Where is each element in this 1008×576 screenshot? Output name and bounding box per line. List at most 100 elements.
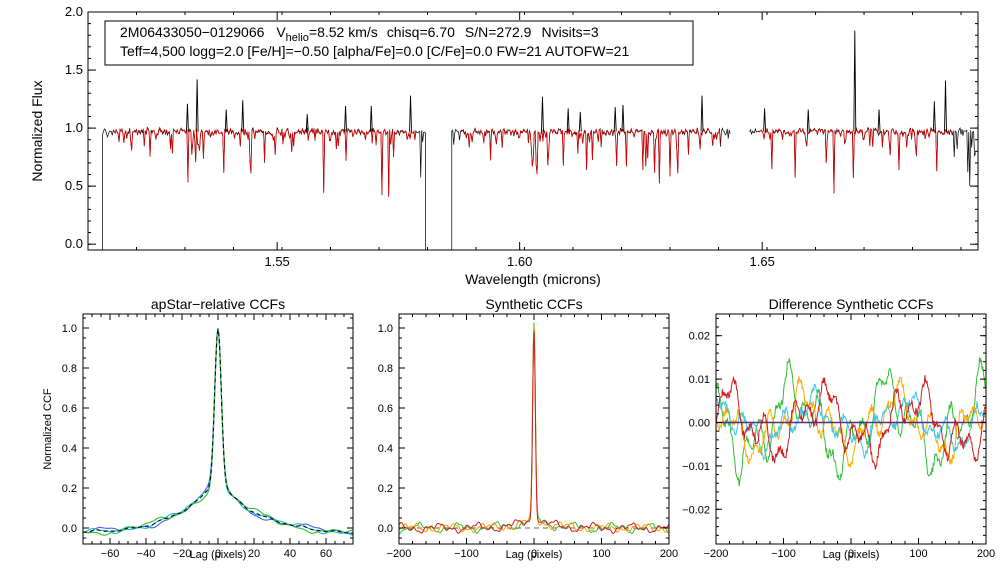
emission-spike	[877, 109, 881, 132]
x-tick-label: −100	[771, 548, 796, 560]
apstar-ccf-line-visit-1	[82, 327, 354, 535]
x-tick-label: −100	[454, 548, 479, 560]
emission-spike	[541, 96, 544, 132]
apstar-ccf-mean-line	[82, 329, 354, 534]
synthetic-ccf-line-visit-2	[398, 326, 670, 534]
spectrum-panel: 1.55 1.60 1.65 0.0 0.5 1.0 1.5 2.0 Wavelength (…	[29, 4, 979, 287]
emission-spike	[621, 104, 625, 132]
apstar-ccf-ticks: −60 −40 −20 0 20 40 60 0.0 0.2 0.4 0.6 0.8 1.0	[62, 314, 354, 560]
y-tick-label: 0.5	[65, 178, 83, 193]
apstar-ccf-ylabel: Normalized CCF	[42, 388, 54, 470]
y-tick-label: 0.2	[62, 483, 77, 495]
chisq: chisq=6.70	[387, 24, 455, 40]
y-tick-label: 0.0	[62, 523, 77, 535]
emission-spike	[195, 79, 199, 132]
y-tick-label: 0.0	[378, 523, 393, 535]
x-tick-label: 0	[848, 548, 854, 560]
emission-spike	[224, 109, 228, 132]
y-tick-label: 0.02	[689, 331, 710, 343]
y-tick-label: −0.01	[682, 461, 710, 473]
synthetic-spectrum-line	[461, 128, 721, 183]
apstar-ccf-plot-area	[82, 327, 354, 536]
nvisits: Nvisits=3	[541, 24, 598, 40]
y-tick-label: −0.02	[682, 504, 710, 516]
apstar-ccf-frame	[82, 313, 354, 545]
x-tick-label: −200	[704, 548, 729, 560]
y-tick-label: 1.0	[65, 120, 83, 135]
emission-spike	[566, 108, 570, 132]
apstar-ccf-line-visit-3	[82, 329, 354, 536]
difference-ccf-title: Difference Synthetic CCFs	[769, 296, 934, 312]
y-tick-label: 0.00	[689, 417, 710, 429]
spectrum-xlabel: Wavelength (microns)	[465, 271, 601, 287]
y-tick-label: 0.8	[378, 363, 393, 375]
x-tick-label: −60	[101, 548, 120, 560]
spectrum-info-box: 2M06433050−0129066 Vhelio=8.52 km/s chisq…	[104, 20, 694, 66]
difference-ccf-panel: Difference Synthetic CCFs −200 −100 0 100 20…	[682, 296, 995, 561]
difference-ccf-xlabel: Lag (pixels)	[823, 549, 880, 561]
y-tick-label: 0.0	[65, 236, 83, 251]
difference-ccf-line-visit-4	[715, 375, 987, 470]
info-line-1: 2M06433050−0129066 Vhelio=8.52 km/s chisq…	[120, 24, 599, 44]
synthetic-ccf-frame	[398, 313, 670, 545]
x-tick-label: 200	[977, 548, 995, 560]
apstar-ccf-xlabel: Lag (pixels)	[190, 549, 247, 561]
vhelio-label: V	[276, 24, 286, 40]
info-box-frame	[104, 20, 694, 66]
emission-spike	[613, 107, 617, 132]
y-tick-label: 0.4	[378, 443, 393, 455]
synthetic-spectrum-line	[112, 127, 416, 197]
synthetic-ccf-line-visit-1	[398, 322, 670, 535]
emission-spike	[944, 80, 947, 132]
apstar-ccf-panel: apStar−relative CCFs −60 −40 −20 0 20 40 60 0.0…	[42, 296, 354, 561]
emission-spike	[241, 100, 245, 132]
synthetic-ccf-line-visit-3	[398, 331, 670, 535]
y-tick-label: 1.5	[65, 62, 83, 77]
emission-spike	[369, 106, 373, 132]
y-tick-label: 0.6	[378, 403, 393, 415]
x-tick-label: 100	[909, 548, 927, 560]
emission-spike	[344, 106, 347, 132]
spectrum-frame	[87, 11, 979, 251]
emission-spike	[700, 95, 704, 132]
spectrum-ticks: 1.55 1.60 1.65 0.0 0.5 1.0 1.5 2.0	[65, 4, 978, 269]
emission-spike	[763, 108, 767, 132]
emission-spike	[578, 111, 582, 132]
apstar-ccf-line-visit-2	[82, 330, 354, 536]
y-tick-label: 0.01	[689, 374, 710, 386]
emission-spike	[932, 101, 936, 132]
observed-spectrum-line	[749, 126, 976, 194]
x-tick-label: 1.60	[507, 254, 532, 269]
emission-spike	[409, 95, 412, 132]
emission-spike	[806, 109, 810, 132]
info-line-2: Teff=4,500 logg=2.0 [Fe/H]=−0.50 [alpha/…	[120, 43, 629, 59]
x-tick-label: −40	[137, 548, 156, 560]
x-tick-label: 40	[284, 548, 296, 560]
y-tick-label: 0.6	[62, 403, 77, 415]
snr: S/N=272.9	[465, 24, 532, 40]
emission-spike	[305, 114, 309, 132]
difference-ccf-ticks: −200 −100 0 100 200 −0.02 −0.01 0.00 0.01 0.02	[682, 314, 995, 560]
synthetic-spectrum-line	[758, 128, 953, 194]
y-tick-label: 0.2	[378, 483, 393, 495]
spectrum-plot-area	[102, 30, 976, 250]
apstar-ccf-title: apStar−relative CCFs	[151, 296, 285, 312]
x-tick-label: 0	[215, 548, 221, 560]
vhelio-value: =8.52 km/s	[309, 24, 378, 40]
y-tick-label: 1.0	[62, 323, 77, 335]
emission-spike	[853, 30, 857, 132]
y-tick-label: 1.0	[378, 323, 393, 335]
x-tick-label: 200	[660, 548, 678, 560]
synthetic-ccf-title: Synthetic CCFs	[485, 296, 582, 312]
y-tick-label: 2.0	[65, 4, 83, 19]
x-tick-label: 60	[320, 548, 332, 560]
difference-ccf-line-visit-3	[715, 383, 987, 461]
synthetic-ccf-panel: Synthetic CCFs −200 −100 0 100 200 0.0 0.2 0.4 0…	[378, 296, 678, 561]
spectrum-ylabel: Normalized Flux	[29, 80, 45, 181]
x-tick-label: 100	[592, 548, 610, 560]
x-tick-label: 20	[248, 548, 260, 560]
x-tick-label: −200	[387, 548, 412, 560]
y-tick-label: 0.8	[62, 363, 77, 375]
x-tick-label: 1.55	[264, 254, 289, 269]
